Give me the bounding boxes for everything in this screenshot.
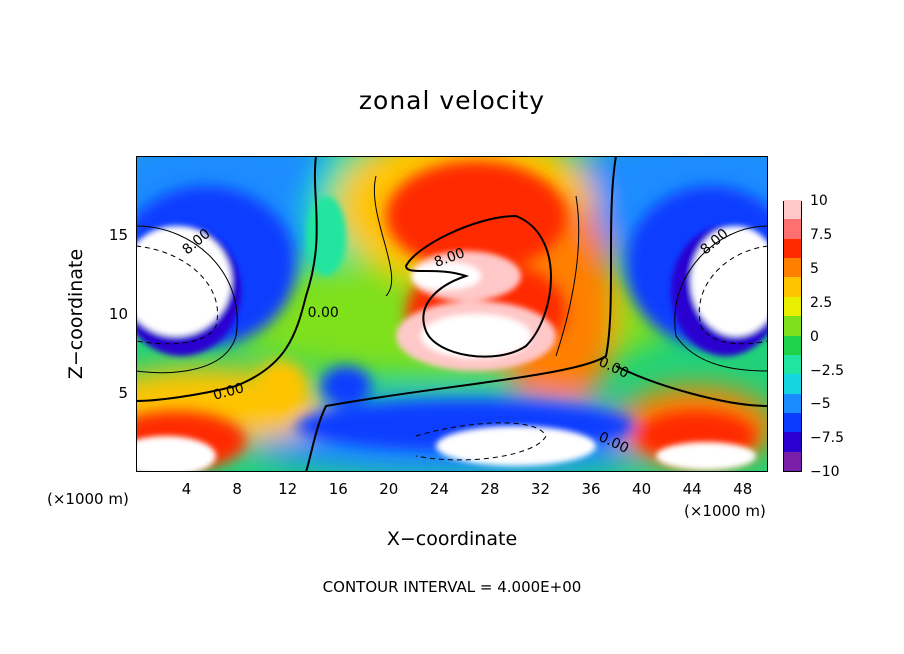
colorbar-segment	[784, 373, 801, 394]
contour-line	[305, 156, 617, 472]
colorbar-label: −2.5	[810, 362, 844, 379]
x-tick-label: 28	[480, 480, 500, 498]
y-tick-label: 5	[118, 384, 128, 402]
x-tick-label: 4	[181, 480, 192, 498]
colorbar-segment	[784, 451, 801, 471]
field-blob	[411, 262, 481, 290]
colorbar-segment	[784, 393, 801, 413]
contour-line	[136, 225, 238, 374]
x-tick-label: 24	[429, 480, 449, 498]
plot-border	[136, 156, 768, 472]
field-blob	[691, 226, 768, 336]
plot-area	[136, 156, 768, 472]
field-blob	[321, 366, 371, 406]
colorbar-segment	[784, 238, 801, 259]
contour-line	[373, 175, 393, 297]
chart-title: zonal velocity	[358, 86, 546, 115]
colorbar-label: 0	[810, 328, 819, 345]
contour-line	[698, 245, 768, 345]
contour-line	[615, 365, 768, 407]
contour-line	[136, 245, 218, 345]
field-blob	[256, 361, 306, 411]
contour-line	[404, 214, 552, 358]
x-tick-label: 44	[682, 480, 702, 498]
colorbar-segment	[784, 431, 801, 452]
colorbar-segment	[784, 276, 801, 297]
colorbar-label: −5	[810, 396, 831, 413]
y-axis-label: Z−coordinate	[65, 248, 87, 380]
contour-line	[674, 225, 768, 372]
field-blob	[436, 426, 596, 466]
x-tick-label: 8	[232, 480, 242, 498]
velocity-field	[136, 156, 768, 472]
colorbar-segment	[784, 354, 801, 375]
colorbar-segment	[784, 296, 801, 317]
contour-line	[136, 156, 318, 402]
x-unit-left: (×1000 m)	[47, 490, 129, 508]
colorbar-label: −7.5	[810, 430, 844, 447]
colorbar-segment	[784, 199, 801, 220]
contour-line	[555, 195, 580, 357]
x-tick-label: 16	[328, 480, 348, 498]
x-tick-label: 48	[733, 480, 753, 498]
colorbar-segment	[784, 315, 801, 336]
x-tick-label: 20	[379, 480, 399, 498]
field-blob	[656, 442, 756, 470]
contour-label: 0.00	[307, 305, 339, 321]
colorbar-label: 10	[810, 193, 828, 209]
x-tick-label: 32	[530, 480, 551, 498]
field-blob	[421, 314, 531, 358]
y-tick-label: 15	[108, 226, 128, 244]
colorbar-segment	[784, 257, 801, 278]
x-unit-right: (×1000 m)	[684, 502, 766, 520]
colorbar-label: 2.5	[810, 294, 833, 311]
x-tick-label: 36	[581, 480, 601, 498]
field-blob	[136, 436, 216, 472]
y-tick-label: 10	[108, 305, 128, 323]
colorbar	[783, 199, 802, 472]
colorbar-label: 5	[810, 260, 819, 277]
colorbar-segment	[784, 335, 801, 355]
x-tick-label: 40	[632, 480, 652, 498]
x-tick-label: 12	[278, 480, 298, 498]
colorbar-segment	[784, 412, 801, 433]
colorbar-label: 7.5	[810, 226, 833, 243]
colorbar-label: −10	[810, 464, 840, 481]
colorbar-segment	[784, 218, 801, 239]
contour-interval-note: CONTOUR INTERVAL = 4.000E+00	[322, 578, 582, 596]
x-axis-label: X−coordinate	[386, 528, 518, 550]
